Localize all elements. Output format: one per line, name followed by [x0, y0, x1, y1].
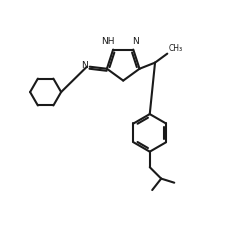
- Text: CH₃: CH₃: [168, 44, 182, 53]
- Text: NH: NH: [101, 37, 114, 46]
- Text: N: N: [81, 61, 87, 70]
- Text: N: N: [131, 37, 138, 46]
